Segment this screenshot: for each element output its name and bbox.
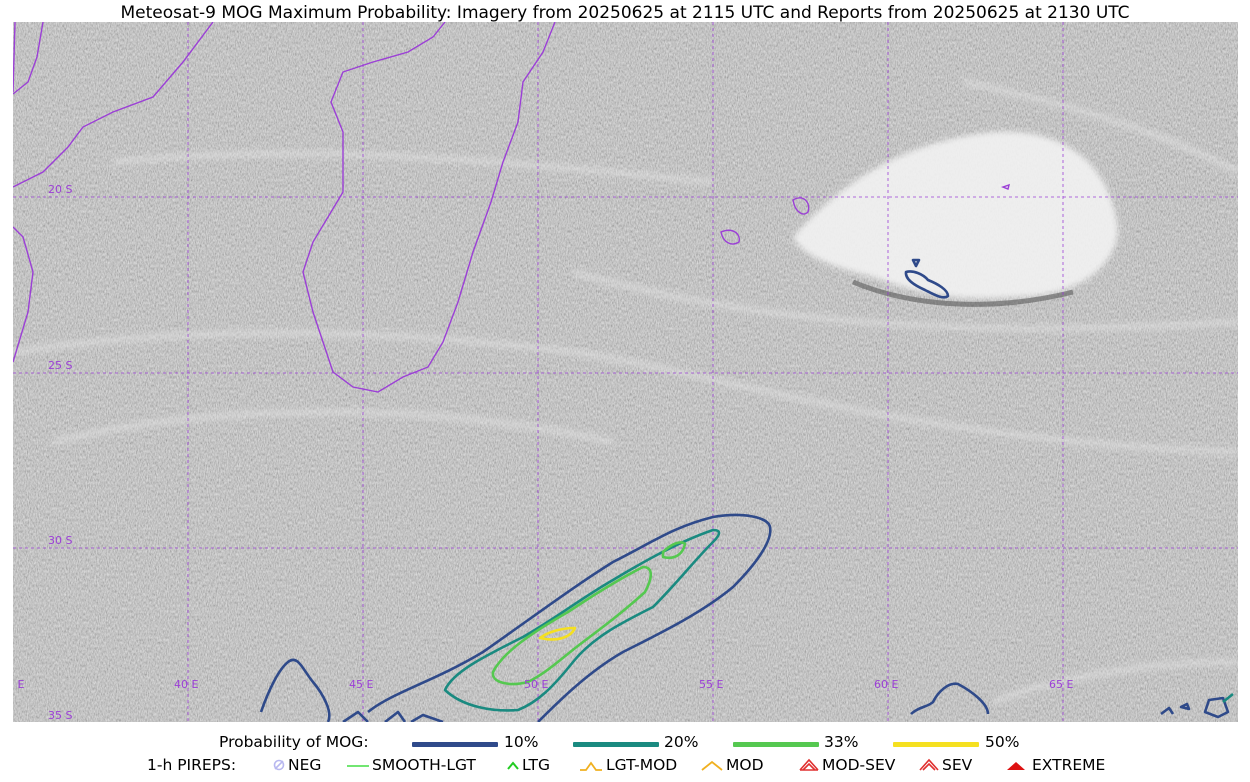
- africa-coast-edge: [13, 22, 16, 93]
- cloud-mass: [793, 131, 1118, 299]
- imagery-texture: [13, 22, 1238, 722]
- extreme-icon: [1007, 762, 1025, 770]
- pirep-smooth-lgt-label: SMOOTH-LGT: [372, 756, 476, 774]
- legend-line-20: [573, 742, 659, 747]
- legend-line-33: [733, 742, 819, 747]
- reunion-coast: [792, 197, 810, 215]
- pirep-extreme-label: EXTREME: [1032, 756, 1106, 774]
- contour-10-edge2: [1179, 702, 1191, 711]
- pirep-legend-label: 1-h PIREPS:: [147, 756, 237, 774]
- legend-label-33: 33%: [824, 733, 859, 751]
- gridlines: [13, 22, 1238, 722]
- pirep-lgt-mod: LGT-MOD: [578, 756, 677, 774]
- legend-label-50: 50%: [985, 733, 1020, 751]
- contour-33-small: [661, 541, 687, 560]
- map-title: Meteosat-9 MOG Maximum Probability: Imag…: [120, 3, 1130, 23]
- satellite-map: 20 S 25 S 30 S 35 S 35 E 40 E 45 E 50 E …: [13, 22, 1238, 722]
- ltg-icon: [507, 761, 519, 770]
- contour-33-main: [491, 565, 653, 686]
- contour-10-edge3: [1203, 696, 1230, 719]
- pirep-ltg: LTG: [506, 756, 550, 774]
- africa-coast-mozambique: [13, 22, 214, 188]
- contour-10-main: [367, 513, 772, 722]
- africa-coast-south: [13, 226, 34, 363]
- madagascar-coast: [302, 22, 556, 393]
- cloud-shadow: [852, 279, 1074, 307]
- contour-50-main: [538, 626, 577, 641]
- legend-label-10: 10%: [504, 733, 539, 751]
- lat-label: 30 S: [48, 534, 72, 547]
- pirep-neg: NEG: [272, 756, 321, 774]
- lon-label: 60 E: [874, 678, 898, 691]
- coastlines: [13, 22, 1010, 393]
- africa-coast-north: [13, 22, 44, 95]
- probability-legend-label: Probability of MOG:: [219, 733, 369, 751]
- cloud-streaks: [13, 79, 1238, 705]
- legend-line-10: [412, 742, 498, 747]
- pirep-mod-sev: MOD-SEV: [798, 756, 895, 774]
- contour-10-edge: [1160, 706, 1175, 716]
- pirep-neg-label: NEG: [288, 756, 322, 774]
- contour-10-sw2: [410, 713, 444, 722]
- pirep-sev-label: SEV: [942, 756, 973, 774]
- pirep-lgt-mod-label: LGT-MOD: [606, 756, 678, 774]
- lon-label: 35 E: [13, 678, 24, 691]
- lon-label: 55 E: [699, 678, 723, 691]
- contour-10-reunion-dot: [911, 258, 921, 268]
- contour-20-east: [1222, 692, 1234, 704]
- smooth-lgt-icon: [347, 765, 369, 767]
- rodrigues-coast: [1000, 183, 1010, 190]
- lat-label: 20 S: [48, 183, 72, 196]
- pirep-mod: MOD: [700, 756, 764, 774]
- pirep-mod-sev-label: MOD-SEV: [822, 756, 896, 774]
- lgt-mod-icon: [580, 761, 602, 771]
- legend-line-50: [893, 742, 979, 747]
- pirep-mod-label: MOD: [726, 756, 764, 774]
- lat-label: 25 S: [48, 359, 72, 372]
- lon-label: 65 E: [1049, 678, 1073, 691]
- contour-10-east: [910, 682, 990, 715]
- probability-legend: Probability of MOG: 10% 20% 33% 50%: [0, 733, 1250, 755]
- contour-10-sw: [342, 710, 369, 722]
- pirep-legend: 1-h PIREPS: NEG SMOOTH-LGT LTG LGT-MOD M…: [0, 756, 1250, 778]
- contour-10-small: [384, 710, 407, 722]
- lat-label: 35 S: [48, 709, 72, 722]
- mod-icon: [701, 760, 723, 771]
- pirep-sev: SEV: [918, 756, 972, 774]
- sev-icon: [919, 758, 939, 771]
- legend-label-20: 20%: [664, 733, 699, 751]
- map-canvas: 20 S 25 S 30 S 35 S 35 E 40 E 45 E 50 E …: [13, 22, 1238, 722]
- neg-icon: [273, 759, 285, 771]
- grid-labels: 20 S 25 S 30 S 35 S 35 E 40 E 45 E 50 E …: [13, 183, 1073, 722]
- pirep-ltg-label: LTG: [522, 756, 550, 774]
- pirep-extreme: EXTREME: [1005, 756, 1105, 774]
- lon-label: 40 E: [174, 678, 198, 691]
- pirep-smooth-lgt: SMOOTH-LGT: [346, 756, 476, 774]
- contour-10-reunion: [904, 270, 950, 299]
- contour-20-main: [443, 528, 721, 712]
- lon-label: 50 E: [524, 678, 548, 691]
- contour-10-west: [259, 658, 331, 722]
- lon-label: 45 E: [349, 678, 373, 691]
- mod-sev-icon: [799, 758, 819, 771]
- mog-contours: [259, 258, 1234, 722]
- mauritius-coast: [720, 229, 740, 245]
